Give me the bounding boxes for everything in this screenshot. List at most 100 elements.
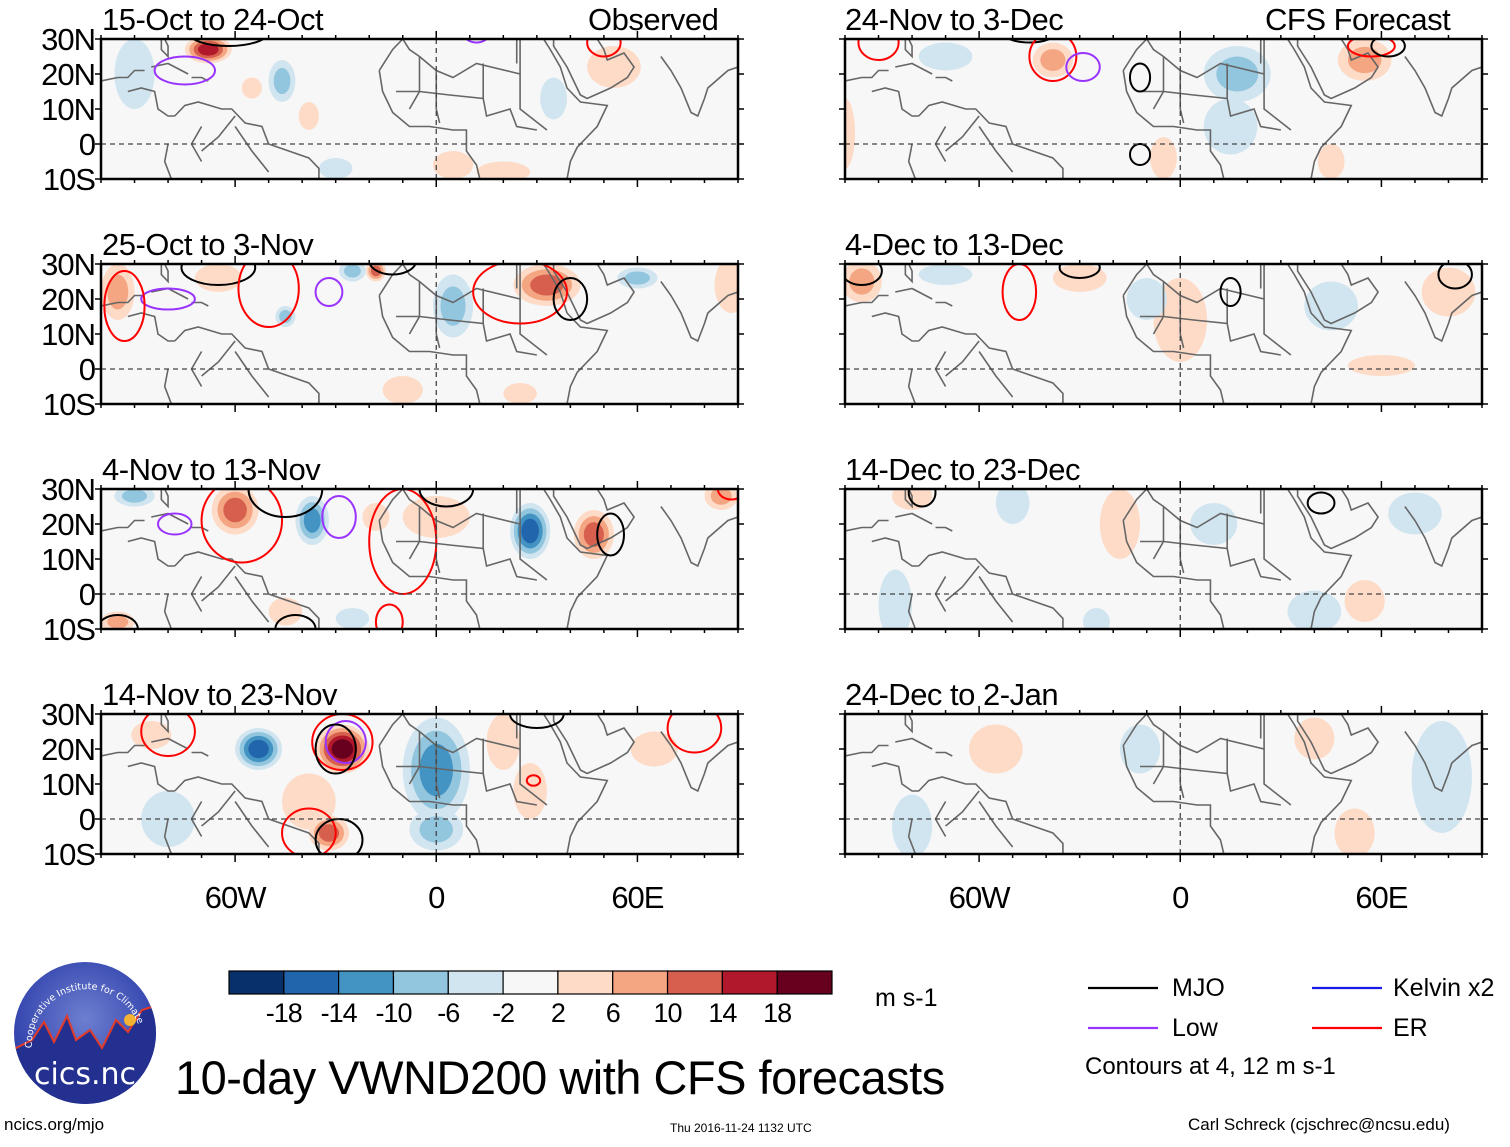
contour-low xyxy=(465,39,488,44)
coastline xyxy=(871,312,919,342)
colorbar-tick-label: -18 xyxy=(265,998,303,1028)
coastline xyxy=(871,87,919,117)
lat-tick-label: 10S xyxy=(42,612,96,647)
coastline xyxy=(201,340,236,377)
lat-tick-label: 30N xyxy=(41,247,96,282)
coastline xyxy=(945,790,980,827)
coastline xyxy=(918,551,1064,629)
anomaly-shading xyxy=(344,264,361,278)
anomaly-shading xyxy=(969,724,1023,774)
site-link[interactable]: ncics.org/mjo xyxy=(4,1115,105,1134)
map-panel xyxy=(839,256,1488,412)
coastline xyxy=(918,101,1064,179)
coastline xyxy=(1404,281,1482,343)
coastline xyxy=(201,790,236,827)
lat-tick-label: 20N xyxy=(41,282,96,317)
coastline xyxy=(191,751,209,757)
contour-mjo xyxy=(907,489,937,508)
anomaly-shading xyxy=(624,271,650,285)
anomaly-shading xyxy=(891,794,933,854)
colorbar-swatch xyxy=(338,970,395,995)
coastline xyxy=(1122,70,1225,179)
contour-mjo xyxy=(509,714,565,729)
anomaly-shading xyxy=(279,309,292,324)
anomaly-shading xyxy=(335,608,370,629)
coastline xyxy=(1122,520,1225,629)
contour-mjo xyxy=(1219,277,1242,307)
coastline xyxy=(845,744,889,757)
coastline xyxy=(151,512,189,525)
coastline xyxy=(378,295,481,404)
sun-icon xyxy=(124,1014,136,1026)
contour-mjo xyxy=(596,512,626,557)
cics-logo: Cooperative Institute for Climate and Sa… xyxy=(9,952,158,1106)
coastline xyxy=(519,299,548,356)
coastline xyxy=(660,506,738,568)
coastline xyxy=(935,751,953,757)
coastline xyxy=(1296,714,1380,775)
lat-tick-label: 10N xyxy=(41,92,96,127)
coastline xyxy=(396,90,537,131)
contour-er xyxy=(525,774,542,787)
anomaly-shading xyxy=(1216,56,1259,92)
anomaly-shading xyxy=(248,739,269,759)
contour-er xyxy=(1001,264,1038,321)
coastline xyxy=(1296,39,1380,100)
coastline xyxy=(904,489,913,509)
anomaly-shading xyxy=(1317,144,1345,179)
column-label-forecast: CFS Forecast xyxy=(1265,2,1451,37)
coastline xyxy=(234,801,270,848)
anomaly-shading xyxy=(849,268,875,295)
coastline xyxy=(845,294,889,307)
coastline xyxy=(234,126,270,173)
coastline xyxy=(396,315,537,356)
anomaly-shading xyxy=(1203,98,1258,155)
colorbar-swatch xyxy=(612,970,669,995)
contour-mjo xyxy=(845,264,883,286)
coastline xyxy=(1286,264,1353,404)
coastline xyxy=(978,126,1014,173)
legend-label-er: ER xyxy=(1393,1014,1428,1042)
coastline xyxy=(552,39,636,100)
anomaly-shading xyxy=(476,161,531,179)
anomaly-shading xyxy=(486,714,521,770)
coastline xyxy=(1286,39,1353,179)
coastline xyxy=(1179,745,1185,799)
anomaly-shading xyxy=(1099,489,1141,559)
lat-tick-label: 20N xyxy=(41,732,96,767)
anomaly-shading xyxy=(107,274,129,310)
coastline xyxy=(396,765,537,806)
chart-title: 10-day VWND200 with CFS forecasts xyxy=(175,1051,945,1104)
map-panel xyxy=(95,256,744,412)
contour-er xyxy=(200,489,284,564)
coastline xyxy=(945,340,980,377)
coastline xyxy=(978,801,1014,848)
column-label-observed: Observed xyxy=(588,2,719,37)
lat-tick-label: 0 xyxy=(78,127,96,162)
anomaly-shading xyxy=(273,67,291,95)
coastline xyxy=(542,264,609,404)
panel-title: 14-Dec to 23-Dec xyxy=(845,452,1080,487)
anomaly-shading xyxy=(540,77,568,120)
author-credit: Carl Schreck (cjschrec@ncsu.edu) xyxy=(1188,1115,1450,1134)
coastline xyxy=(127,87,175,117)
coastline xyxy=(1140,765,1281,806)
legend-label-low: Low xyxy=(1172,1014,1218,1042)
anomaly-shading xyxy=(1344,580,1385,622)
coastline xyxy=(378,70,481,179)
contour-mjo xyxy=(1128,62,1152,93)
coastline xyxy=(1296,489,1380,550)
contour-low xyxy=(314,277,344,307)
anomaly-shading xyxy=(241,77,262,99)
anomaly-shading xyxy=(1150,137,1177,179)
coastline xyxy=(542,714,609,854)
anomaly-shading xyxy=(1421,267,1476,317)
anomaly-shading xyxy=(1083,608,1110,629)
anomaly-shading xyxy=(1294,717,1335,760)
coastline xyxy=(907,818,917,854)
lon-tick-label: 0 xyxy=(428,880,445,915)
coastline xyxy=(1152,56,1165,110)
coastline xyxy=(542,489,609,629)
coastline xyxy=(1286,489,1353,629)
anomaly-shading xyxy=(1411,721,1472,833)
